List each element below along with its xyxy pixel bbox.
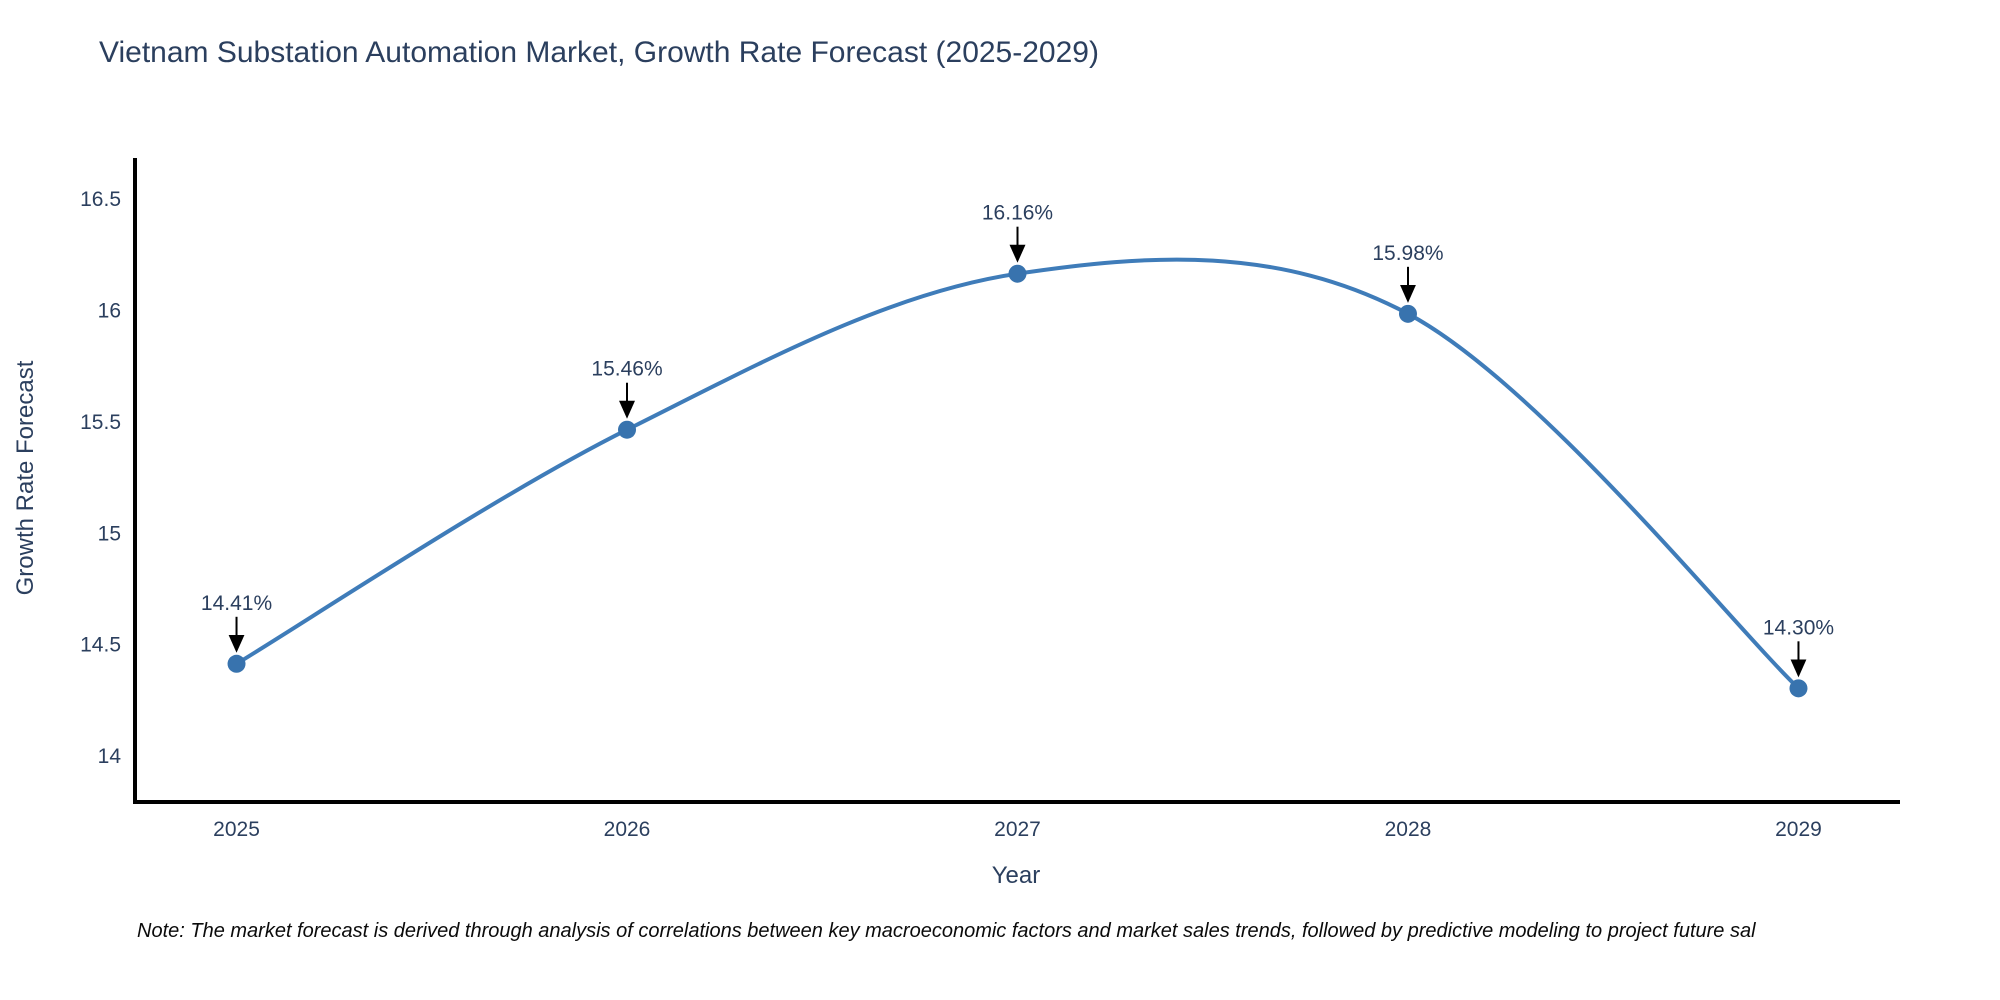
forecast-line <box>234 257 1801 691</box>
data-point-label: 14.30% <box>1763 616 1834 639</box>
y-tick-label: 15 <box>98 522 121 545</box>
chart-footnote: Note: The market forecast is derived thr… <box>137 920 1756 942</box>
x-tick-label: 2027 <box>994 818 1041 841</box>
data-point-marker[interactable] <box>1008 264 1027 283</box>
chart-title: Vietnam Substation Automation Market, Gr… <box>99 36 1099 69</box>
y-tick-label: 16 <box>98 299 121 322</box>
data-point-marker[interactable] <box>227 654 246 673</box>
y-tick-label: 16.5 <box>80 188 121 211</box>
x-tick-label: 2026 <box>604 818 651 841</box>
y-tick-label: 14 <box>98 745 122 768</box>
data-point-marker[interactable] <box>1789 679 1808 698</box>
data-point-marker[interactable] <box>1398 304 1417 323</box>
x-tick-label: 2028 <box>1385 818 1432 841</box>
data-point-label: 14.41% <box>201 592 272 615</box>
data-point-marker[interactable] <box>618 420 637 439</box>
x-axis-title: Year <box>991 862 1041 889</box>
data-point-label: 15.98% <box>1372 242 1443 265</box>
x-tick-label: 2025 <box>213 818 260 841</box>
data-point-label: 16.16% <box>982 202 1053 225</box>
data-point-label: 15.46% <box>591 358 662 381</box>
x-tick-label: 2029 <box>1775 818 1822 841</box>
y-tick-label: 15.5 <box>80 411 121 434</box>
y-tick-label: 14.5 <box>80 634 121 657</box>
